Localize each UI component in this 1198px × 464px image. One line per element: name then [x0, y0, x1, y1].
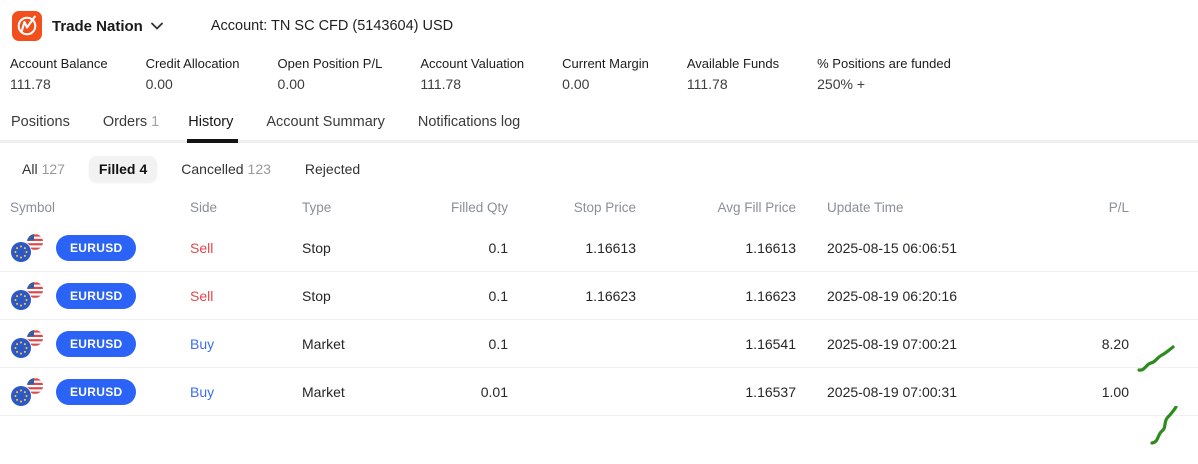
col-pl: P/L — [1108, 199, 1129, 215]
table-row[interactable]: EURUSD Sell Stop 0.1 1.16613 1.16613 202… — [0, 224, 1198, 272]
filter-cancelled[interactable]: Cancelled 123 — [181, 161, 271, 177]
avg-fill-price-cell: 1.16613 — [745, 239, 796, 256]
tab-positions[interactable]: Positions — [11, 114, 70, 130]
symbol-badge[interactable]: EURUSD — [56, 378, 137, 405]
type-cell: Market — [302, 335, 345, 352]
stat-available-funds: Available Funds 111.78 — [686, 56, 780, 92]
symbol-badge[interactable]: EURUSD — [56, 282, 137, 309]
pl-cell: 8.20 — [1040, 336, 1175, 372]
symbol-badge[interactable]: EURUSD — [56, 330, 137, 357]
stop-price-cell: 1.16613 — [585, 239, 636, 256]
chevron-down-icon[interactable] — [150, 22, 163, 30]
stat-account-valuation: Account Valuation 111.78 — [420, 56, 525, 92]
filter-filled[interactable]: Filled 4 — [88, 156, 158, 182]
table-row[interactable]: EURUSD Buy Market 0.1 1.16541 2025-08-19… — [0, 320, 1198, 372]
type-cell: Market — [302, 383, 345, 400]
side-cell: Sell — [190, 287, 214, 304]
tab-notifications-log[interactable]: Notifications log — [417, 114, 521, 130]
top-bar: Trade Nation Account: TN SC CFD (5143604… — [0, 0, 1198, 52]
stat-open-position-pl: Open Position P/L 0.00 — [277, 56, 383, 92]
filter-rejected[interactable]: Rejected — [304, 161, 361, 177]
filled-qty-cell: 0.1 — [488, 335, 508, 352]
col-type: Type — [302, 199, 332, 215]
stat-credit-allocation: Credit Allocation 0.00 — [145, 56, 240, 92]
avg-fill-price-cell: 1.16541 — [745, 335, 796, 352]
stop-price-cell: 1.16623 — [585, 287, 636, 304]
trade-nation-logo-icon — [12, 11, 42, 41]
update-time-cell: 2025-08-19 07:00:31 — [827, 383, 957, 400]
eurusd-flags-icon — [10, 377, 43, 407]
update-time-cell: 2025-08-19 07:00:21 — [827, 335, 957, 352]
col-update-time: Update Time — [827, 199, 904, 215]
avg-fill-price-cell: 1.16537 — [745, 383, 796, 400]
col-filled-qty: Filled Qty — [450, 199, 508, 215]
filled-qty-cell: 0.1 — [488, 287, 508, 304]
history-filters: All 127 Filled 4 Cancelled 123 Rejected — [0, 156, 1198, 182]
side-cell: Buy — [190, 335, 215, 352]
filter-all[interactable]: All 127 — [22, 161, 65, 177]
type-cell: Stop — [302, 239, 331, 256]
pl-cell: 1.00 — [1040, 384, 1178, 445]
stat-positions-funded: % Positions are funded 250% + — [817, 56, 951, 92]
col-stop-price: Stop Price — [573, 199, 636, 215]
stat-account-balance: Account Balance 111.78 — [10, 56, 108, 92]
main-tabs: Positions Orders 1 History Account Summar… — [0, 108, 1198, 143]
tab-account-summary[interactable]: Account Summary — [266, 114, 385, 130]
type-cell: Stop — [302, 287, 331, 304]
table-row[interactable]: EURUSD Sell Stop 0.1 1.16623 1.16623 202… — [0, 272, 1198, 320]
table-header: Symbol Side Type Filled Qty Stop Price A… — [0, 190, 1198, 224]
tab-history[interactable]: History — [187, 108, 239, 143]
update-time-cell: 2025-08-15 06:06:51 — [827, 239, 957, 256]
symbol-badge[interactable]: EURUSD — [56, 234, 137, 261]
tab-orders[interactable]: Orders 1 — [102, 114, 160, 130]
side-cell: Buy — [190, 383, 215, 400]
eurusd-flags-icon — [10, 281, 43, 311]
col-avg-fill-price: Avg Fill Price — [717, 199, 796, 215]
update-time-cell: 2025-08-19 06:20:16 — [827, 287, 957, 304]
col-symbol: Symbol — [10, 199, 56, 215]
green-check-annotation — [1137, 343, 1175, 375]
eurusd-flags-icon — [10, 329, 43, 359]
table-row[interactable]: EURUSD Buy Market 0.01 1.16537 2025-08-1… — [0, 368, 1198, 445]
brand-name[interactable]: Trade Nation — [52, 17, 143, 35]
filled-qty-cell: 0.01 — [480, 383, 508, 400]
eurusd-flags-icon — [10, 233, 43, 263]
side-cell: Sell — [190, 239, 214, 256]
filled-qty-cell: 0.1 — [488, 239, 508, 256]
account-stats: Account Balance 111.78 Credit Allocation… — [0, 52, 1198, 98]
history-table: Symbol Side Type Filled Qty Stop Price A… — [0, 190, 1198, 445]
avg-fill-price-cell: 1.16623 — [745, 287, 796, 304]
green-check-annotation — [1149, 404, 1185, 446]
col-side: Side — [190, 199, 218, 215]
stat-current-margin: Current Margin 0.00 — [562, 56, 649, 92]
account-label: Account: TN SC CFD (5143604) USD — [210, 18, 454, 34]
